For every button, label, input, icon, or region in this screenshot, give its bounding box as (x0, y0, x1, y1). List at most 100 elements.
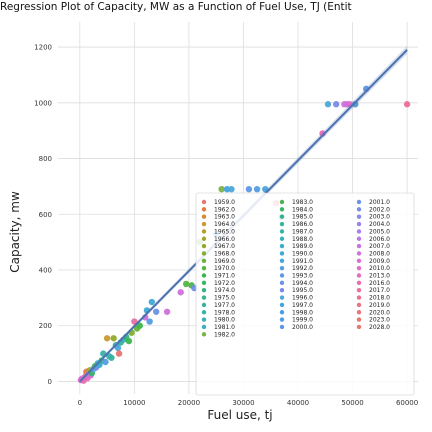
legend-entry: 1965.0 (214, 228, 235, 235)
legend-entry: 1991.0 (292, 258, 313, 265)
data-point (163, 308, 171, 315)
data-point (136, 322, 144, 329)
legend-entry: 1977.0 (214, 302, 235, 309)
legend-marker (279, 317, 285, 322)
legend-marker (356, 302, 362, 308)
legend-entry: 1964.0 (214, 221, 235, 228)
legend-marker (279, 302, 285, 308)
data-point (108, 354, 115, 361)
legend-marker (279, 221, 285, 227)
data-point (253, 185, 261, 193)
legend-entry: 2017.0 (369, 287, 390, 294)
x-axis-label: Fuel use, tj (207, 408, 272, 422)
legend-entry: 2016.0 (369, 280, 390, 287)
legend-entry: 2028.0 (369, 324, 390, 331)
legend-entry: 1990.0 (292, 250, 313, 257)
legend-marker (356, 207, 362, 212)
legend-marker (279, 214, 285, 219)
data-point (332, 101, 340, 108)
legend-entry: 1967.0 (214, 243, 235, 250)
data-point (152, 308, 160, 315)
data-point (324, 101, 332, 108)
legend-marker (356, 317, 362, 322)
legend-marker (201, 258, 207, 263)
legend-entry: 1999.0 (292, 317, 313, 324)
legend-entry: 1998.0 (292, 309, 313, 316)
x-tick-label: 50000 (341, 399, 363, 407)
legend-entry: 1988.0 (292, 236, 313, 243)
legend-marker (356, 265, 362, 271)
data-point (125, 337, 133, 345)
legend-entry: 1989.0 (292, 243, 313, 250)
legend-entry: 2009.0 (369, 258, 390, 265)
legend-marker (201, 302, 207, 308)
legend-entry: 2020.0 (369, 309, 390, 316)
legend-entry: 1985.0 (292, 214, 313, 221)
legend-entry: 1987.0 (292, 228, 313, 235)
legend-marker (279, 280, 285, 286)
legend-entry: 1984.0 (292, 206, 313, 213)
legend-marker (356, 295, 362, 300)
y-tick-label: 1200 (34, 44, 52, 52)
legend-entry: 2001.0 (369, 199, 390, 206)
legend-marker (201, 243, 207, 249)
legend-marker (201, 214, 207, 219)
legend-entry: 1993.0 (292, 273, 313, 280)
legend-entry: 1978.0 (214, 309, 235, 316)
legend-marker (356, 243, 362, 249)
legend-entry: 1975.0 (214, 295, 235, 302)
legend-marker (201, 236, 207, 241)
legend-entry: 1980.0 (214, 317, 235, 324)
legend-marker (356, 310, 362, 315)
legend-entry: 2005.0 (369, 228, 390, 235)
legend-entry: 1983.0 (292, 199, 313, 206)
legend-marker (279, 236, 285, 241)
y-tick-label: 0 (48, 378, 52, 386)
legend-entry: 2003.0 (369, 214, 390, 221)
data-point (146, 318, 153, 325)
legend-marker (279, 265, 285, 271)
data-point (245, 185, 253, 193)
y-tick-label: 800 (39, 155, 52, 163)
legend-entry: 1970.0 (214, 265, 235, 272)
legend-marker (279, 251, 285, 256)
legend-entry: 2019.0 (369, 302, 390, 309)
data-point (177, 289, 184, 296)
legend-entry: 1966.0 (214, 236, 235, 243)
data-point (218, 185, 225, 193)
legend-entry: 2004.0 (369, 221, 390, 228)
legend-marker (356, 324, 362, 330)
data-point (102, 358, 109, 366)
legend-marker (201, 199, 207, 205)
x-tick-label: 0 (78, 399, 82, 407)
x-tick-label: 60000 (396, 399, 418, 407)
legend-marker (356, 236, 362, 241)
data-point (182, 280, 190, 288)
legend-marker (201, 229, 207, 234)
x-tick-label: 30000 (232, 399, 254, 407)
legend-entry: 1969.0 (214, 258, 235, 265)
legend-entry: 2023.0 (369, 317, 390, 324)
legend-marker (201, 332, 207, 337)
legend-marker (201, 207, 207, 212)
legend-entry: 2018.0 (369, 295, 390, 302)
legend-marker (201, 324, 207, 330)
legend-marker (279, 199, 285, 205)
legend-entry: 1982.0 (214, 331, 235, 338)
legend-marker (201, 251, 207, 256)
legend-marker (356, 251, 362, 256)
legend-marker (201, 265, 207, 271)
legend-marker (356, 258, 362, 263)
legend-marker (356, 288, 362, 293)
legend-marker (356, 199, 362, 205)
legend-entry: 2008.0 (369, 250, 390, 257)
data-point (114, 344, 122, 352)
legend-marker (201, 317, 207, 322)
legend-marker (201, 295, 207, 300)
legend-marker (201, 221, 207, 227)
legend-marker (279, 295, 285, 300)
legend-marker (279, 324, 285, 330)
legend-entry: 1972.0 (214, 280, 235, 287)
legend-marker (279, 288, 285, 293)
